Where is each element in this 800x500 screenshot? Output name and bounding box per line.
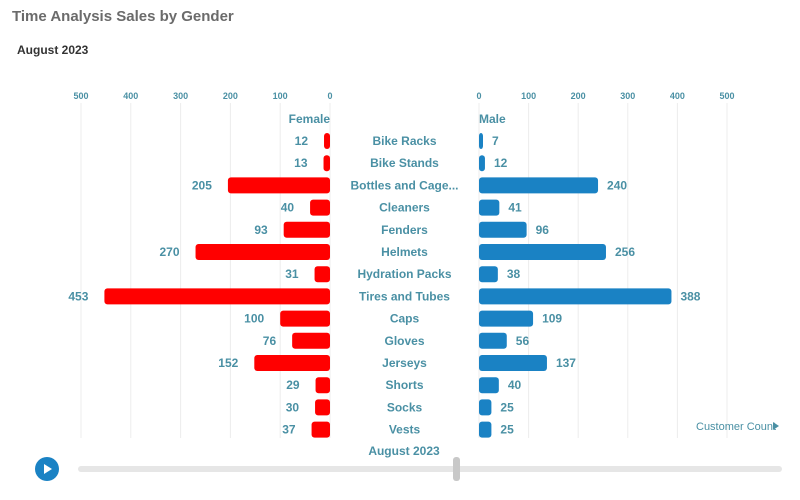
female-bar[interactable] (227, 177, 330, 194)
category-label: Caps (390, 312, 420, 326)
female-bar[interactable] (315, 399, 330, 416)
male-value-label: 388 (680, 289, 700, 303)
category-label: Fenders (381, 223, 428, 237)
female-value-label: 12 (295, 134, 309, 148)
male-bar[interactable] (479, 355, 547, 371)
x-tick-label: 200 (223, 91, 238, 101)
male-bar[interactable] (479, 221, 527, 238)
category-label: Tires and Tubes (359, 289, 450, 303)
x-tick-label: 300 (173, 91, 188, 101)
category-label: Bottles and Cage... (350, 178, 458, 192)
female-value-label: 453 (68, 289, 88, 303)
female-bar[interactable] (254, 355, 330, 371)
male-value-label: 12 (494, 156, 508, 170)
category-label: Hydration Packs (357, 267, 451, 281)
x-tick-label: 500 (73, 91, 88, 101)
play-button[interactable] (35, 457, 59, 481)
x-tick-label: 400 (670, 91, 685, 101)
male-value-label: 25 (500, 423, 514, 437)
male-bar[interactable] (479, 155, 485, 172)
x-tick-label: 500 (719, 91, 734, 101)
male-bar[interactable] (479, 310, 534, 327)
time-slider-thumb[interactable] (453, 457, 460, 481)
female-value-label: 37 (282, 423, 296, 437)
male-bar[interactable] (479, 199, 500, 216)
male-value-label: 56 (516, 334, 530, 348)
units-label[interactable]: Customer Count (696, 421, 777, 433)
female-value-label: 100 (244, 312, 264, 326)
category-label: Socks (387, 400, 423, 414)
female-bar[interactable] (310, 199, 330, 216)
female-value-label: 93 (254, 223, 268, 237)
period-label: August 2023 (368, 444, 440, 458)
category-label: Vests (389, 423, 421, 437)
female-value-label: 205 (192, 178, 212, 192)
category-label: Bike Stands (370, 156, 439, 170)
female-value-label: 31 (285, 267, 299, 281)
female-value-label: 30 (286, 400, 300, 414)
male-bar[interactable] (479, 332, 507, 349)
female-value-label: 152 (218, 356, 238, 370)
category-label: Jerseys (382, 356, 427, 370)
male-value-label: 40 (508, 378, 522, 392)
caret-right-icon[interactable] (773, 422, 779, 430)
male-bar[interactable] (479, 177, 599, 194)
male-value-label: 137 (556, 356, 576, 370)
male-bar[interactable] (479, 399, 492, 416)
female-value-label: 76 (263, 334, 277, 348)
male-value-label: 109 (542, 312, 562, 326)
x-tick-label: 0 (327, 91, 332, 101)
category-label: Bike Racks (372, 134, 436, 148)
female-bar[interactable] (292, 332, 330, 349)
series-label-male: Male (479, 112, 506, 126)
chart-title: Time Analysis Sales by Gender (12, 8, 234, 25)
male-value-label: 240 (607, 178, 627, 192)
female-value-label: 29 (286, 378, 300, 392)
female-value-label: 270 (160, 245, 180, 259)
female-bar[interactable] (323, 155, 330, 172)
male-bar[interactable] (479, 244, 606, 260)
x-tick-label: 300 (620, 91, 635, 101)
series-label-female: Female (289, 112, 331, 126)
category-label: Shorts (385, 378, 423, 392)
female-bar[interactable] (324, 133, 330, 149)
male-bar[interactable] (479, 288, 672, 305)
x-tick-label: 100 (273, 91, 288, 101)
category-label: Cleaners (379, 201, 430, 215)
female-bar[interactable] (280, 310, 330, 327)
female-bar[interactable] (104, 288, 330, 305)
time-slider-track[interactable] (78, 466, 782, 472)
play-icon (44, 464, 52, 474)
male-value-label: 38 (507, 267, 521, 281)
male-bar[interactable] (479, 421, 492, 438)
butterfly-chart: 0 0 100 100 200 200 300 300 400 400 500 500 Female Ma… (68, 91, 735, 438)
female-bar[interactable] (311, 421, 330, 438)
male-bar[interactable] (479, 133, 483, 149)
category-label: Gloves (384, 334, 424, 348)
x-tick-label: 0 (476, 91, 481, 101)
female-bar[interactable] (283, 221, 330, 238)
female-bar[interactable] (314, 266, 330, 283)
x-tick-label: 200 (571, 91, 586, 101)
category-label: Helmets (381, 245, 428, 259)
male-bar[interactable] (479, 377, 499, 394)
female-value-label: 13 (294, 156, 308, 170)
male-value-label: 25 (500, 400, 514, 414)
female-bar[interactable] (315, 377, 330, 394)
male-value-label: 7 (492, 134, 499, 148)
x-tick-label: 400 (123, 91, 138, 101)
x-tick-label: 100 (521, 91, 536, 101)
female-value-label: 40 (281, 201, 295, 215)
male-value-label: 96 (536, 223, 550, 237)
chart-subtitle: August 2023 (17, 43, 89, 57)
female-bar[interactable] (195, 244, 330, 260)
male-bar[interactable] (479, 266, 498, 283)
male-value-label: 41 (508, 201, 522, 215)
male-value-label: 256 (615, 245, 635, 259)
